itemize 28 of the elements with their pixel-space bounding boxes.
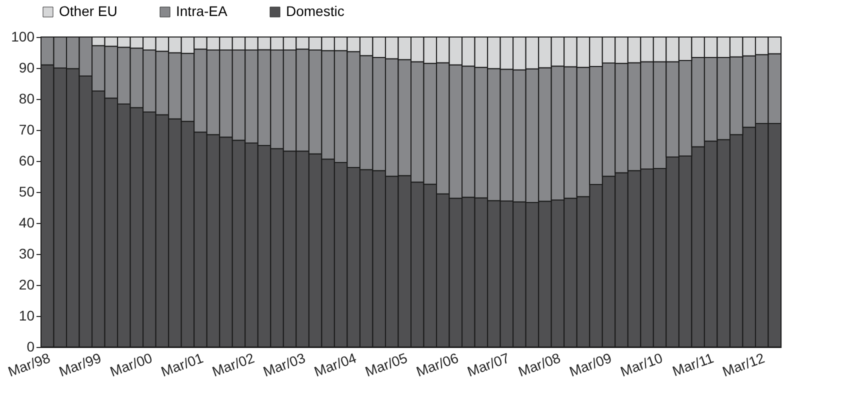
y-tick-label: 0	[26, 338, 35, 354]
y-tick-label: 30	[18, 246, 35, 262]
x-tick-label: Mar/04	[312, 350, 359, 380]
y-tick-label: 50	[18, 184, 35, 200]
x-tick-label: Mar/11	[670, 350, 716, 380]
legend-label: Domestic	[286, 3, 344, 19]
x-tick-label: Mar/05	[362, 350, 410, 380]
x-tick-label: Mar/07	[465, 350, 512, 380]
y-tick-label: 80	[18, 90, 35, 106]
y-tick-label: 20	[18, 276, 35, 292]
x-tick-label: Mar/09	[567, 350, 614, 380]
x-tick-label: Mar/06	[414, 350, 461, 380]
x-tick-label: Mar/08	[516, 350, 563, 380]
x-tick-label: Mar/00	[108, 350, 154, 380]
y-tick-label: 10	[18, 308, 35, 324]
legend-label: Intra-EA	[176, 3, 228, 19]
x-tick-label: Mar/02	[210, 350, 256, 380]
y-tick-label: 100	[11, 28, 35, 44]
x-tick-label: Mar/03	[260, 350, 308, 380]
x-tick-label: Mar/01	[158, 350, 206, 380]
y-tick-label: 60	[18, 152, 35, 168]
x-tick-label: Mar/12	[720, 350, 767, 380]
x-tick-label: Mar/99	[56, 350, 104, 380]
y-tick-label: 90	[18, 60, 35, 76]
y-tick-label: 70	[18, 122, 35, 138]
legend-label: Other EU	[59, 3, 118, 19]
y-tick-label: 40	[18, 214, 35, 230]
x-tick-label: Mar/10	[618, 350, 665, 380]
